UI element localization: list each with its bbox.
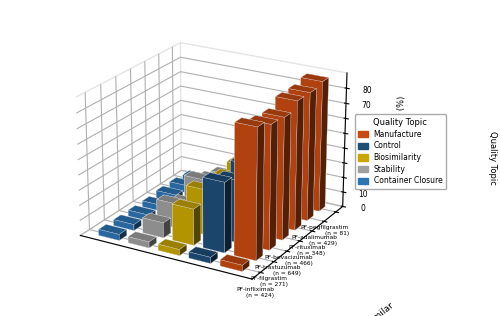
- Text: Quality Topic: Quality Topic: [488, 131, 497, 185]
- Y-axis label: Biosimilar: Biosimilar: [354, 300, 395, 316]
- Legend: Manufacture, Control, Biosimilarity, Stability, Container Closure: Manufacture, Control, Biosimilarity, Sta…: [354, 114, 446, 189]
